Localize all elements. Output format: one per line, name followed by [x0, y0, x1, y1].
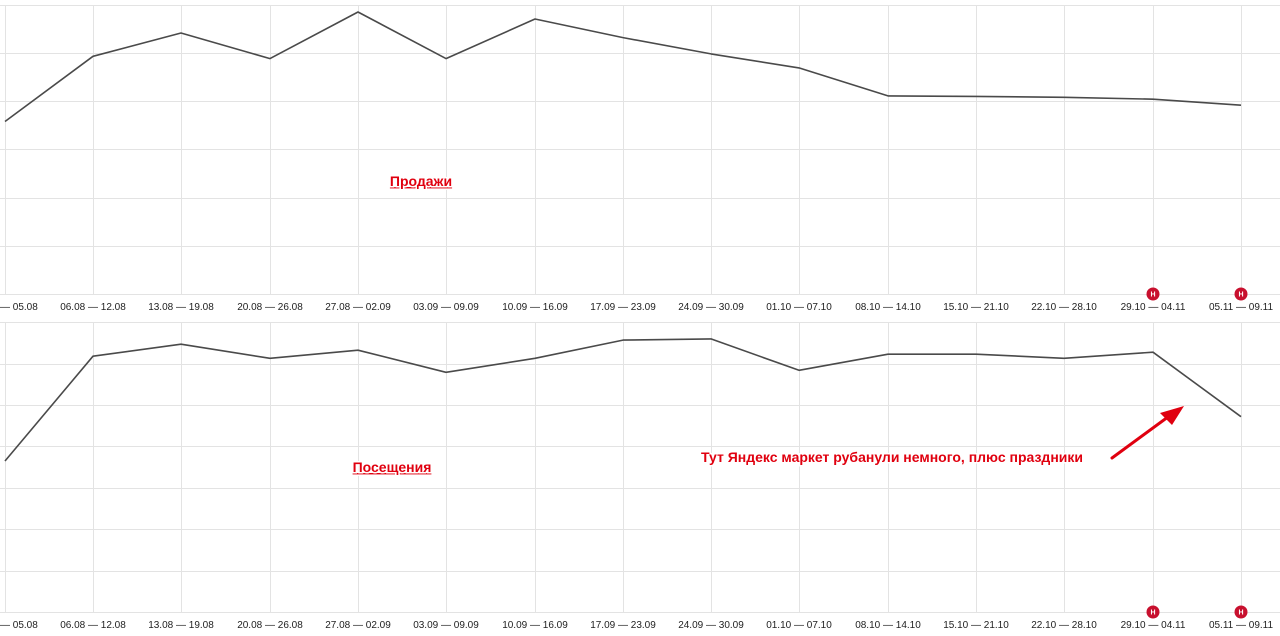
visits-tick-label: 10.09 — 16.09 — [502, 620, 568, 631]
sales-holiday-badge-letter: Н — [1238, 292, 1243, 299]
visits-holiday-badge-letter: Н — [1150, 610, 1155, 617]
visits-holiday-badge-letter: Н — [1238, 610, 1243, 617]
sales-tick-label: 29.10 — 04.11 — [1121, 302, 1186, 313]
sales-holiday-badge-letter: Н — [1150, 292, 1155, 299]
sales-tick-label: 13.08 — 19.08 — [148, 302, 214, 313]
sales-tick-label: 05.11 — 09.11 — [1209, 302, 1274, 313]
visits-tick-label: 20.08 — 26.08 — [237, 620, 303, 631]
visits-annotation: Посещения — [353, 459, 432, 475]
sales-tick-label: 03.09 — 09.09 — [413, 302, 479, 313]
sales-grid — [0, 5, 1280, 295]
sales-tick-label: 27.08 — 02.09 — [325, 302, 391, 313]
visits-tick-label: 03.09 — 09.09 — [413, 620, 479, 631]
sales-tick-label: 06.08 — 12.08 — [60, 302, 126, 313]
sales-annotation: Продажи — [390, 173, 452, 189]
visits-tick-label: 29.10 — 04.11 — [1121, 620, 1186, 631]
sales-tick-label: 01.10 — 07.10 — [766, 302, 832, 313]
sales-tick-label: 10.09 — 16.09 — [502, 302, 568, 313]
sales-holiday-badge: Н — [1146, 287, 1160, 301]
visits-holiday-badge-circle — [1146, 605, 1160, 619]
visits-x-axis-labels: 30.07 — 05.08 06.08 — 12.08 13.08 — 19.08 2… — [0, 620, 1273, 631]
sales-tick-label: 17.09 — 23.09 — [590, 302, 656, 313]
visits-tick-label: 22.10 — 28.10 — [1031, 620, 1097, 631]
visits-tick-label: 08.10 — 14.10 — [855, 620, 921, 631]
visits-tick-label: 05.11 — 09.11 — [1209, 620, 1274, 631]
sales-tick-label: 24.09 — 30.09 — [678, 302, 744, 313]
sales-tick-label: 20.08 — 26.08 — [237, 302, 303, 313]
visits-tick-label: 15.10 — 21.10 — [943, 620, 1009, 631]
sales-line — [4, 11, 1242, 123]
visits-tick-label: 01.10 — 07.10 — [766, 620, 832, 631]
sales-tick-label: 15.10 — 21.10 — [943, 302, 1009, 313]
sales-chart: 30.07 — 05.08 06.08 — 12.08 13.08 — 19.08 2… — [0, 5, 1280, 313]
callout-arrow — [1110, 406, 1184, 460]
visits-tick-label: 17.09 — 23.09 — [590, 620, 656, 631]
visits-tick-label: 27.08 — 02.09 — [325, 620, 391, 631]
sales-holiday-badge: Н — [1234, 287, 1248, 301]
visits-tick-label: 06.08 — 12.08 — [60, 620, 126, 631]
sales-holiday-badge-circle — [1234, 287, 1248, 301]
visits-grid — [0, 322, 1280, 613]
sales-tick-label: 30.07 — 05.08 — [0, 302, 38, 313]
sales-holiday-badge-circle — [1146, 287, 1160, 301]
visits-tick-label: 24.09 — 30.09 — [678, 620, 744, 631]
callout-text: Тут Яндекс маркет рубанули немного, плюс… — [701, 449, 1083, 465]
visits-holiday-badge: Н — [1146, 605, 1160, 619]
sales-x-axis-labels: 30.07 — 05.08 06.08 — 12.08 13.08 — 19.08 2… — [0, 302, 1273, 313]
visits-holiday-badge-circle — [1234, 605, 1248, 619]
visits-tick-label: 30.07 — 05.08 — [0, 620, 38, 631]
visits-line — [4, 338, 1242, 462]
sales-tick-label: 22.10 — 28.10 — [1031, 302, 1097, 313]
visits-chart: 30.07 — 05.08 06.08 — 12.08 13.08 — 19.08 2… — [0, 322, 1280, 631]
sales-tick-label: 08.10 — 14.10 — [855, 302, 921, 313]
visits-holiday-badge: Н — [1234, 605, 1248, 619]
visits-tick-label: 13.08 — 19.08 — [148, 620, 214, 631]
